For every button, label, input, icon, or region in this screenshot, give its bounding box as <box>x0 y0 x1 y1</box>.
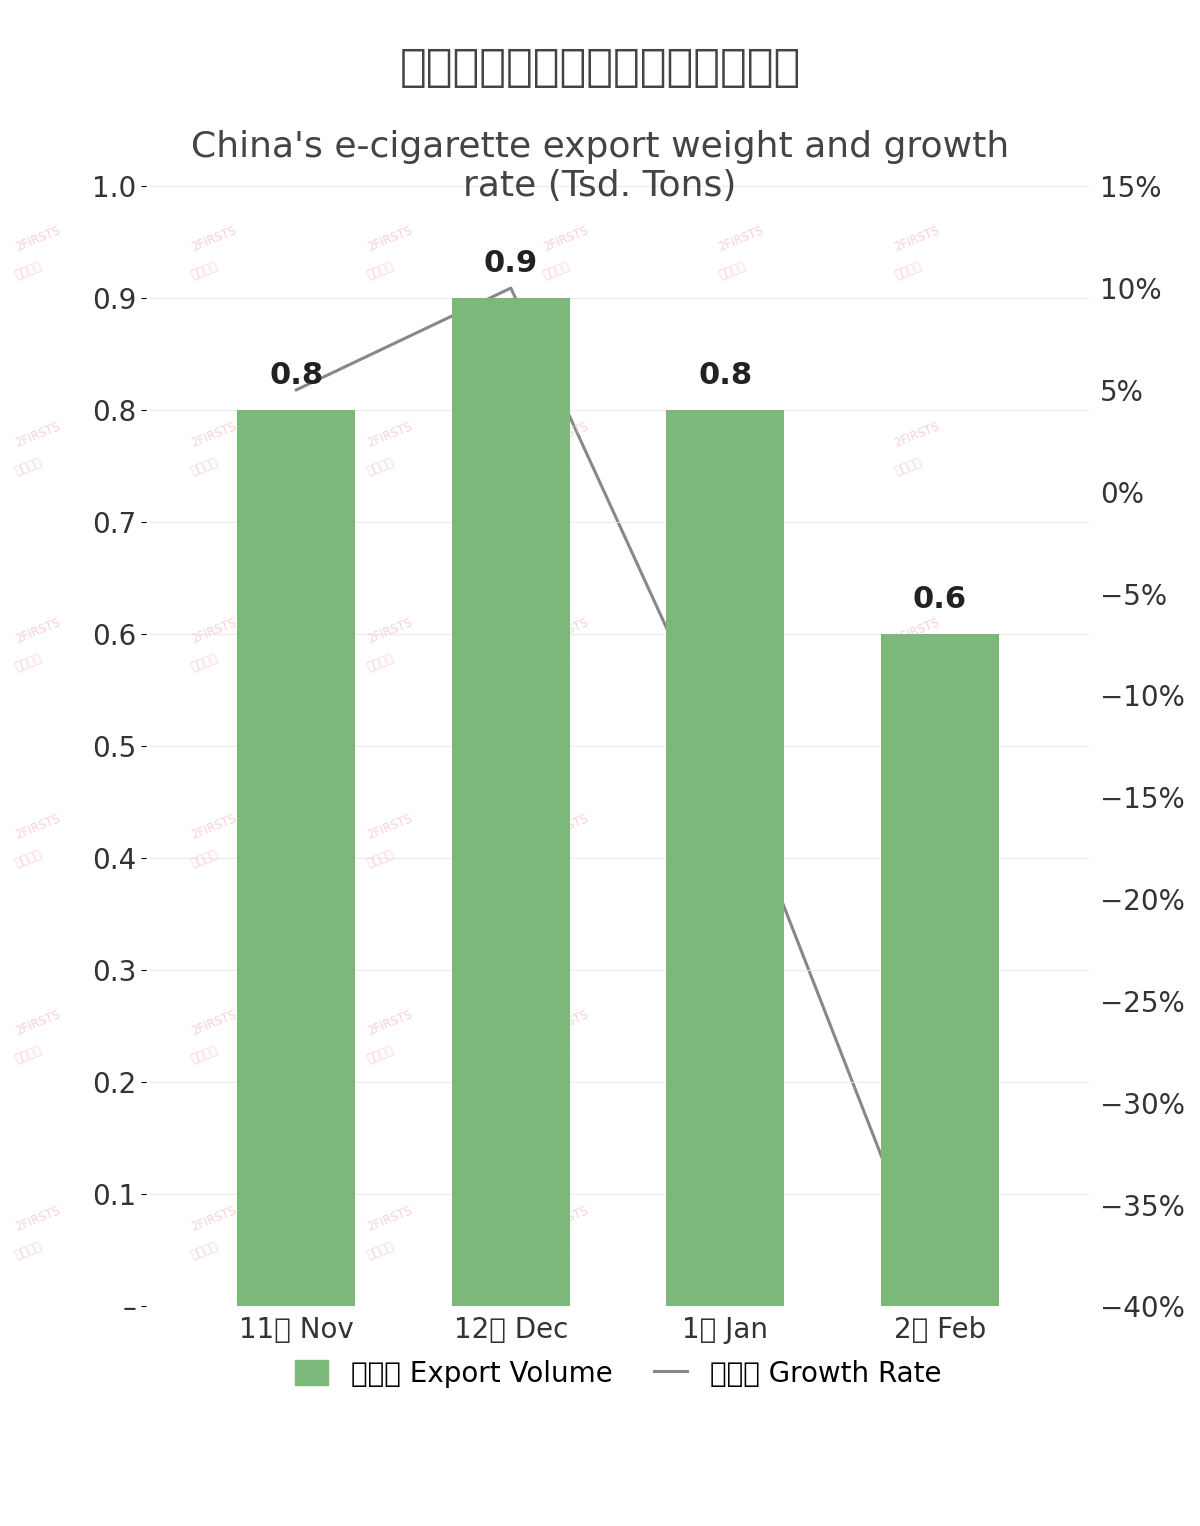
Text: 两个至上: 两个至上 <box>716 1239 748 1262</box>
Text: 2FIRSTS: 2FIRSTS <box>13 812 62 841</box>
Text: 2FIRSTS: 2FIRSTS <box>188 1204 238 1233</box>
Text: 两个至上: 两个至上 <box>365 847 396 870</box>
Text: 0.8: 0.8 <box>269 362 323 391</box>
Text: 2FIRSTS: 2FIRSTS <box>541 223 590 253</box>
Text: 两个至上: 两个至上 <box>13 1044 44 1065</box>
Text: 2FIRSTS: 2FIRSTS <box>541 1007 590 1038</box>
Text: 2FIRSTS: 2FIRSTS <box>365 812 414 841</box>
Text: 2FIRSTS: 2FIRSTS <box>893 420 942 450</box>
Text: 2FIRSTS: 2FIRSTS <box>13 615 62 645</box>
Text: 两个至上: 两个至上 <box>716 847 748 870</box>
Text: China's e-cigarette export weight and growth
rate (Tsd. Tons): China's e-cigarette export weight and gr… <box>191 130 1009 203</box>
Text: 两个至上: 两个至上 <box>365 455 396 478</box>
Text: 两个至上: 两个至上 <box>188 1044 220 1065</box>
Text: 两个至上: 两个至上 <box>188 455 220 478</box>
Text: 两个至上: 两个至上 <box>893 1239 924 1262</box>
Text: 2FIRSTS: 2FIRSTS <box>13 1204 62 1233</box>
Text: 0.9: 0.9 <box>484 249 538 278</box>
Text: 两个至上: 两个至上 <box>13 259 44 281</box>
Text: 2FIRSTS: 2FIRSTS <box>13 223 62 253</box>
Text: 2FIRSTS: 2FIRSTS <box>365 1007 414 1038</box>
Text: 2FIRSTS: 2FIRSTS <box>716 812 766 841</box>
Text: 2FIRSTS: 2FIRSTS <box>716 1007 766 1038</box>
Text: 两个至上: 两个至上 <box>13 652 44 673</box>
Text: 2FIRSTS: 2FIRSTS <box>541 812 590 841</box>
Text: 2FIRSTS: 2FIRSTS <box>541 1204 590 1233</box>
Text: 0.8: 0.8 <box>698 362 752 391</box>
Text: 2FIRSTS: 2FIRSTS <box>188 223 238 253</box>
Text: 中国电子烟出口量及增速（千吨）: 中国电子烟出口量及增速（千吨） <box>400 46 800 89</box>
Text: 2FIRSTS: 2FIRSTS <box>365 615 414 645</box>
Text: 2FIRSTS: 2FIRSTS <box>365 1204 414 1233</box>
Text: 两个至上: 两个至上 <box>893 259 924 281</box>
Text: 两个至上: 两个至上 <box>13 455 44 478</box>
Text: 2FIRSTS: 2FIRSTS <box>893 1204 942 1233</box>
Text: 2FIRSTS: 2FIRSTS <box>716 420 766 450</box>
Text: 2FIRSTS: 2FIRSTS <box>893 812 942 841</box>
Text: 2FIRSTS: 2FIRSTS <box>13 1007 62 1038</box>
Text: 两个至上: 两个至上 <box>716 455 748 478</box>
Text: 两个至上: 两个至上 <box>365 1239 396 1262</box>
Text: 2FIRSTS: 2FIRSTS <box>188 615 238 645</box>
Bar <box>666 410 785 1306</box>
Text: 2FIRSTS: 2FIRSTS <box>893 223 942 253</box>
Text: 两个至上: 两个至上 <box>188 652 220 673</box>
Text: 2FIRSTS: 2FIRSTS <box>893 1007 942 1038</box>
Text: 两个至上: 两个至上 <box>188 847 220 870</box>
Text: 两个至上: 两个至上 <box>893 455 924 478</box>
Text: 两个至上: 两个至上 <box>365 259 396 281</box>
Text: 两个至上: 两个至上 <box>188 1239 220 1262</box>
Text: 两个至上: 两个至上 <box>541 652 571 673</box>
Text: 两个至上: 两个至上 <box>716 1044 748 1065</box>
Text: 两个至上: 两个至上 <box>893 652 924 673</box>
Text: 2FIRSTS: 2FIRSTS <box>541 420 590 450</box>
Text: 两个至上: 两个至上 <box>541 1239 571 1262</box>
Text: 两个至上: 两个至上 <box>541 847 571 870</box>
Text: 2FIRSTS: 2FIRSTS <box>188 1007 238 1038</box>
Text: 两个至上: 两个至上 <box>716 652 748 673</box>
Text: 两个至上: 两个至上 <box>365 652 396 673</box>
Text: 两个至上: 两个至上 <box>13 847 44 870</box>
Legend: 出口量 Export Volume, 增长率 Growth Rate: 出口量 Export Volume, 增长率 Growth Rate <box>284 1349 953 1399</box>
Bar <box>881 635 1000 1306</box>
Text: 两个至上: 两个至上 <box>893 1044 924 1065</box>
Text: 两个至上: 两个至上 <box>13 1239 44 1262</box>
Text: 2FIRSTS: 2FIRSTS <box>893 615 942 645</box>
Text: 2FIRSTS: 2FIRSTS <box>716 223 766 253</box>
Bar <box>238 410 355 1306</box>
Text: 两个至上: 两个至上 <box>893 847 924 870</box>
Text: 2FIRSTS: 2FIRSTS <box>188 812 238 841</box>
Text: 2FIRSTS: 2FIRSTS <box>541 615 590 645</box>
Text: 2FIRSTS: 2FIRSTS <box>716 615 766 645</box>
Text: 0.6: 0.6 <box>913 584 967 613</box>
Text: 两个至上: 两个至上 <box>541 259 571 281</box>
Bar <box>452 298 570 1306</box>
Text: 2FIRSTS: 2FIRSTS <box>365 420 414 450</box>
Text: 2FIRSTS: 2FIRSTS <box>188 420 238 450</box>
Text: 两个至上: 两个至上 <box>716 259 748 281</box>
Text: 两个至上: 两个至上 <box>541 1044 571 1065</box>
Text: 2FIRSTS: 2FIRSTS <box>13 420 62 450</box>
Text: 两个至上: 两个至上 <box>365 1044 396 1065</box>
Text: 2FIRSTS: 2FIRSTS <box>365 223 414 253</box>
Text: 两个至上: 两个至上 <box>541 455 571 478</box>
Text: 2FIRSTS: 2FIRSTS <box>716 1204 766 1233</box>
Text: 两个至上: 两个至上 <box>188 259 220 281</box>
